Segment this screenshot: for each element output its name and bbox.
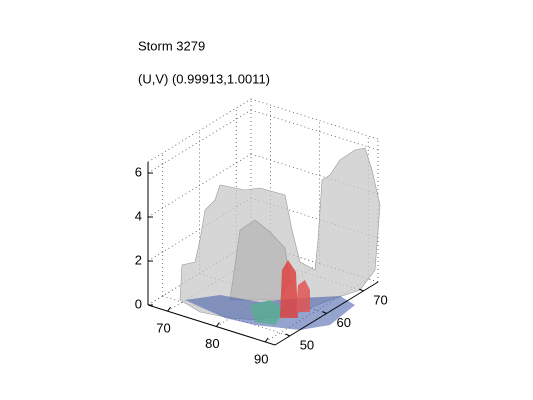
y-tick (322, 311, 327, 314)
x-tick (167, 306, 171, 312)
chart-subtitle: (U,V) (0.99913,1.0011) (138, 71, 270, 86)
box-edge (250, 98, 379, 140)
box-edge (147, 98, 252, 163)
y-tick (285, 333, 290, 337)
x-tick-label: 80 (205, 336, 219, 351)
z-tick-label: 6 (135, 164, 142, 179)
x-tick-label: 70 (156, 321, 170, 336)
volume-render (179, 147, 381, 330)
z-tick-label: 4 (135, 208, 142, 223)
x-tick-label: 90 (254, 351, 268, 366)
y-tick-label: 60 (337, 315, 351, 330)
y-tick (359, 288, 364, 292)
z-tick-label: 2 (135, 252, 142, 267)
axes: 0 2 4 6 70 80 90 50 60 70 (135, 162, 388, 366)
chart-title: Storm 3279 (138, 38, 205, 53)
z-tick-label: 0 (135, 296, 142, 311)
y-tick-label: 50 (300, 337, 314, 352)
x-tick (264, 337, 269, 343)
x-axis (147, 304, 276, 346)
y-tick-label: 70 (373, 292, 387, 307)
x-tick (215, 322, 220, 327)
grid-line (250, 109, 379, 151)
